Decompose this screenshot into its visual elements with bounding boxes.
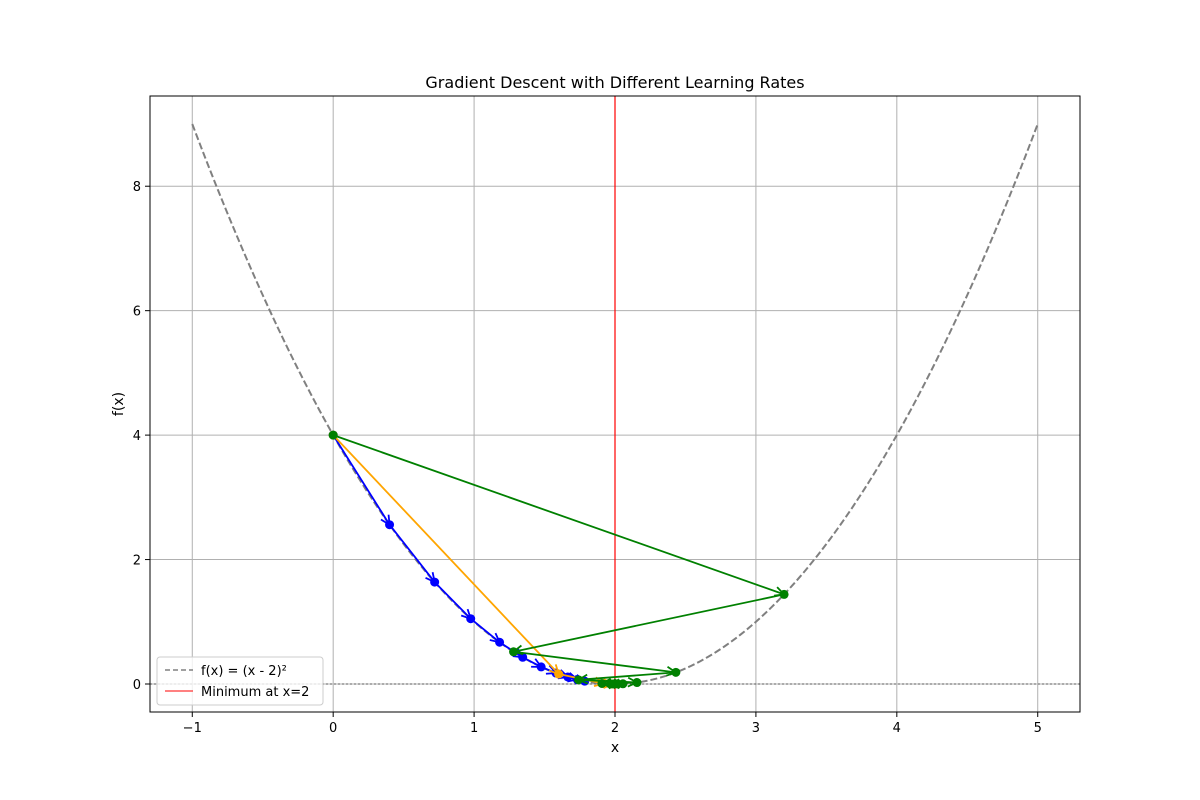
series-segment bbox=[513, 593, 785, 653]
series-0 bbox=[328, 430, 590, 686]
series-point bbox=[385, 520, 395, 530]
function-curve-layer bbox=[150, 96, 1080, 712]
x-tick-label: 2 bbox=[611, 721, 619, 736]
series-2 bbox=[328, 430, 789, 690]
legend: f(x) = (x - 2)² Minimum at x=2 bbox=[156, 656, 324, 706]
legend-label-function: f(x) = (x - 2)² bbox=[201, 664, 287, 679]
series-point bbox=[518, 652, 528, 662]
series-point bbox=[597, 678, 607, 688]
x-tick-label: 1 bbox=[470, 721, 478, 736]
series-point bbox=[466, 614, 476, 624]
y-axis-label: f(x) bbox=[111, 392, 127, 416]
series-segment bbox=[470, 618, 501, 643]
series-segment bbox=[578, 671, 676, 681]
series-layer bbox=[328, 430, 789, 690]
series-point bbox=[671, 667, 681, 677]
series-segment bbox=[433, 581, 472, 620]
series-point bbox=[536, 662, 546, 672]
series-segment bbox=[332, 434, 785, 596]
series-point bbox=[430, 577, 440, 587]
series-point bbox=[632, 678, 642, 688]
series-point bbox=[554, 669, 564, 679]
series-segment bbox=[332, 434, 391, 526]
chart-title: Gradient Descent with Different Learning… bbox=[425, 73, 804, 92]
x-axis-label: x bbox=[611, 740, 619, 756]
x-tick-label: 5 bbox=[1034, 721, 1042, 736]
legend-box bbox=[156, 656, 324, 706]
axis-ticks: −1 0 1 2 3 4 5 0 2 4 6 8 bbox=[133, 180, 1042, 736]
y-tick-label: 2 bbox=[133, 554, 141, 569]
legend-label-minimum: Minimum at x=2 bbox=[201, 685, 309, 700]
series-segment bbox=[513, 650, 676, 674]
y-tick-label: 8 bbox=[133, 180, 141, 195]
series-point bbox=[608, 679, 618, 689]
x-tick-label: −1 bbox=[183, 721, 202, 736]
series-segment bbox=[388, 524, 436, 583]
x-tick-label: 0 bbox=[329, 721, 337, 736]
series-point bbox=[509, 647, 519, 657]
y-tick-label: 4 bbox=[133, 429, 141, 444]
x-tick-label: 4 bbox=[893, 721, 901, 736]
series-point bbox=[495, 637, 505, 647]
series-point bbox=[574, 675, 584, 685]
x-tick-label: 3 bbox=[752, 721, 760, 736]
series-point bbox=[779, 589, 789, 599]
series-point bbox=[328, 430, 338, 440]
y-tick-label: 0 bbox=[133, 678, 141, 693]
series-segment bbox=[332, 434, 560, 675]
y-tick-label: 6 bbox=[133, 305, 141, 320]
